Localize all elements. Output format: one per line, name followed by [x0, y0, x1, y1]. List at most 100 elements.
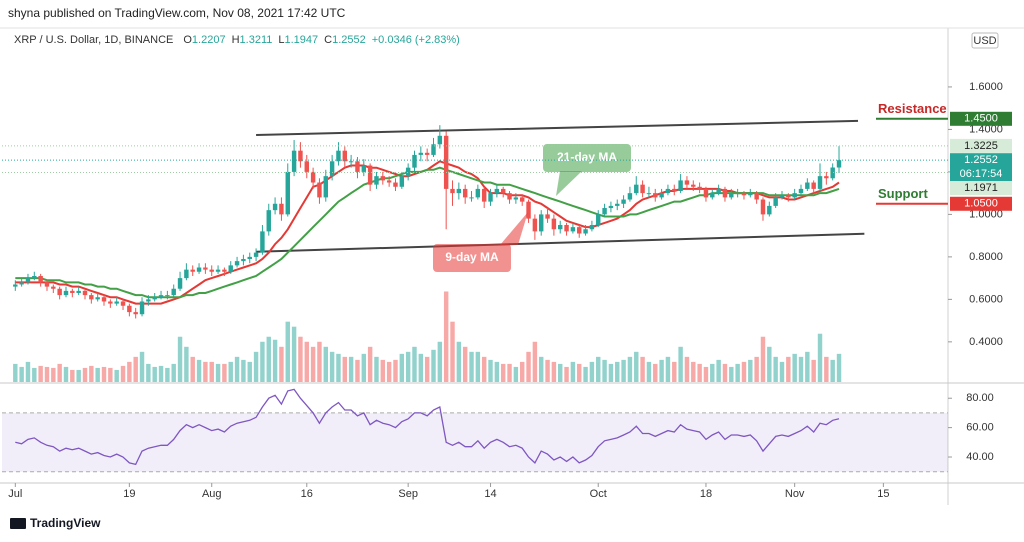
volume-bar	[241, 359, 246, 382]
volume-bar	[469, 351, 474, 382]
volume-bar	[798, 356, 804, 382]
candle-body	[462, 188, 468, 198]
candle-body	[393, 182, 398, 187]
candle-body	[830, 167, 835, 179]
candle-body	[577, 227, 582, 234]
price-badge-label: 1.1971	[964, 182, 998, 194]
candle-body	[431, 144, 436, 155]
candle-body	[741, 193, 747, 196]
currency: USD	[973, 35, 996, 47]
volume-bar	[412, 346, 417, 382]
candle-body	[38, 275, 43, 283]
rsi-line	[15, 388, 840, 466]
candle-body	[786, 195, 791, 198]
volume-bar	[596, 356, 601, 382]
candle-body	[184, 269, 189, 279]
volume-bar	[266, 336, 271, 382]
candle-body	[538, 214, 544, 232]
candle-body	[13, 284, 18, 287]
volume-bar	[735, 363, 740, 382]
candle-body	[583, 229, 588, 234]
volume-bar	[608, 363, 614, 382]
volume-bar	[190, 356, 195, 382]
candle-body	[805, 182, 810, 189]
candle-body	[19, 282, 24, 285]
volume-bar	[792, 353, 797, 382]
legend-item: C	[324, 34, 332, 46]
volume-bar	[329, 351, 335, 382]
volume-bar	[393, 359, 398, 382]
candle-body	[165, 295, 170, 297]
legend: XRP / U.S. Dollar, 1D, BINANCE O1.2207 H1.…	[14, 34, 460, 46]
callout-pointer	[556, 171, 582, 196]
candle-body	[76, 290, 81, 293]
volume-bar	[519, 361, 525, 382]
candle-body	[767, 205, 772, 215]
candle-body	[735, 193, 740, 195]
volume-bar	[19, 366, 24, 382]
x-tick-label: 14	[484, 488, 496, 500]
price-badge-label: 1.2552	[964, 154, 998, 166]
candle-body	[158, 295, 164, 298]
candle-body	[361, 165, 367, 172]
legend-item: +0.0346 (+2.83%)	[372, 34, 460, 46]
volume-bar	[507, 363, 512, 382]
candle-body	[748, 193, 753, 196]
volume-bar	[672, 361, 677, 382]
candle-body	[627, 193, 633, 200]
volume-bar	[551, 361, 557, 382]
candle-body	[44, 282, 50, 287]
volume-bar	[450, 321, 455, 382]
volume-bar	[722, 363, 728, 382]
volume-bar	[767, 346, 772, 382]
volume-bar	[323, 346, 328, 382]
candle-body	[386, 180, 392, 183]
volume-bar	[247, 361, 252, 382]
candle-body	[139, 301, 145, 315]
x-tick-label: 19	[123, 488, 135, 500]
volume-bar	[627, 356, 633, 382]
legend-item: 1.2552	[332, 34, 366, 46]
candle-body	[32, 275, 37, 279]
volume-bar	[133, 356, 138, 382]
candle-body	[196, 267, 202, 272]
candle-body	[798, 188, 804, 194]
x-tick-label: Nov	[785, 488, 805, 500]
candle-body	[507, 193, 512, 200]
candle-body	[634, 184, 639, 194]
candle-body	[710, 193, 715, 198]
volume-bar	[285, 321, 290, 382]
volume-bar	[57, 363, 62, 382]
volume-bar	[405, 351, 411, 382]
volume-bar	[158, 365, 164, 382]
volume-bar	[621, 359, 626, 382]
candle-body	[424, 152, 430, 155]
volume-bar	[729, 366, 734, 382]
volume-bar	[304, 341, 309, 382]
candle-body	[367, 165, 373, 185]
volume-bar	[678, 346, 683, 382]
volume-bar	[317, 341, 322, 382]
volume-bar	[177, 336, 183, 382]
volume-bar	[805, 351, 810, 382]
volume-bar	[120, 365, 126, 382]
candle-body	[412, 154, 417, 168]
candle-body	[817, 176, 823, 189]
candle-body	[678, 180, 683, 192]
volume-bar	[646, 361, 652, 382]
volume-bar	[811, 359, 816, 382]
volume-bar	[63, 366, 69, 382]
candle-body	[82, 290, 88, 296]
candle-body	[279, 203, 284, 215]
candle-body	[418, 152, 424, 155]
candle-body	[323, 176, 328, 198]
legend-item: XRP / U.S. Dollar, 1D, BINANCE	[14, 34, 173, 46]
candle-body	[519, 197, 525, 202]
candle-body	[659, 193, 664, 198]
volume-bar	[583, 366, 588, 382]
candle-body	[241, 259, 246, 262]
volume-bar	[184, 346, 189, 382]
candle-body	[253, 252, 259, 257]
volume-bar	[684, 356, 690, 382]
